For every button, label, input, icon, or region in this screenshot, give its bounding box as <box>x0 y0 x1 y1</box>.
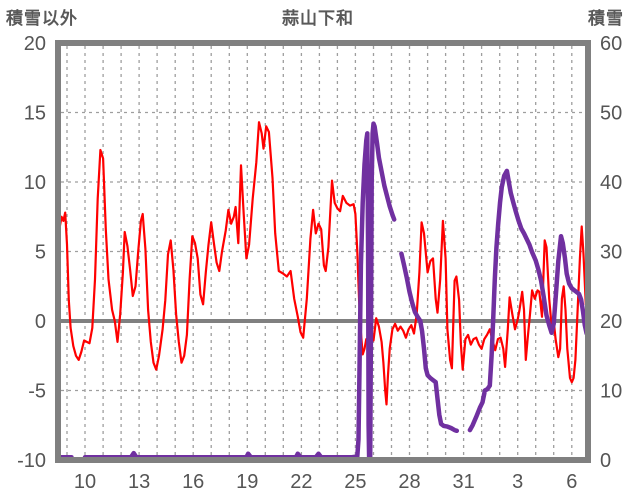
y-left-tick-label: 0 <box>35 311 46 333</box>
x-tick-label: 6 <box>566 471 577 493</box>
x-tick-label: 16 <box>182 471 204 493</box>
y-right-tick-label: 30 <box>600 242 622 264</box>
y-right-tick-label: 60 <box>600 33 622 55</box>
temperature-line <box>56 121 589 406</box>
plot-frame <box>55 40 591 463</box>
x-tick-label: 25 <box>344 471 366 493</box>
chart-title: 蒜山下和 <box>282 9 354 28</box>
y-left-tick-label: 10 <box>24 172 46 194</box>
x-tick-label: 31 <box>452 471 474 493</box>
y-right-tick-label: 20 <box>600 311 622 333</box>
right-axis-title: 積雪 <box>588 9 624 28</box>
y-left-tick-label: -5 <box>28 381 46 403</box>
x-tick-label: 13 <box>128 471 150 493</box>
left-axis-title: 積雪以外 <box>6 9 78 28</box>
y-left-tick-label: 20 <box>24 33 46 55</box>
snow-depth-line <box>399 251 460 434</box>
y-right-tick-label: 40 <box>600 172 622 194</box>
x-tick-label: 3 <box>512 471 523 493</box>
y-right-tick-label: 50 <box>600 103 622 125</box>
y-left-tick-label: 15 <box>24 103 46 125</box>
y-right-tick-label: 0 <box>600 450 611 472</box>
y-left-tick-label: -10 <box>17 450 46 472</box>
snow-depth-line <box>467 168 589 433</box>
x-tick-label: 22 <box>290 471 312 493</box>
x-tick-label: 10 <box>74 471 96 493</box>
y-left-tick-label: 5 <box>35 242 46 264</box>
x-tick-label: 19 <box>236 471 258 493</box>
y-right-tick-label: 10 <box>600 381 622 403</box>
x-tick-label: 28 <box>398 471 420 493</box>
